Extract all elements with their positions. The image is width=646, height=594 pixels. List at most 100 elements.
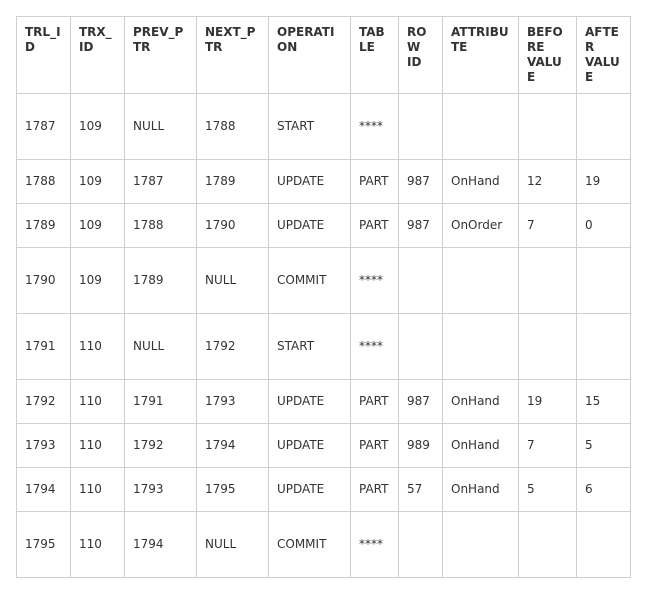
cell-row_id: 987: [399, 160, 443, 204]
cell-operation: UPDATE: [269, 160, 351, 204]
cell-operation: START: [269, 314, 351, 380]
cell-trl_id: 1788: [17, 160, 71, 204]
cell-before: [519, 314, 577, 380]
table-row: 179411017931795UPDATEPART57OnHand56: [17, 468, 631, 512]
log-table: TRL_IDTRX_IDPREV_PTRNEXT_PTROPERATIONTAB…: [16, 16, 631, 578]
cell-after: [577, 248, 631, 314]
cell-before: [519, 512, 577, 578]
cell-trx_id: 109: [71, 160, 125, 204]
cell-prev_ptr: 1789: [125, 248, 197, 314]
cell-after: [577, 94, 631, 160]
cell-trl_id: 1791: [17, 314, 71, 380]
col-header-after: AFTER VALUE: [577, 17, 631, 94]
cell-row_id: [399, 512, 443, 578]
cell-table: PART: [351, 424, 399, 468]
cell-operation: COMMIT: [269, 248, 351, 314]
cell-table: PART: [351, 380, 399, 424]
cell-table: PART: [351, 204, 399, 248]
cell-attribute: OnHand: [443, 380, 519, 424]
cell-prev_ptr: 1794: [125, 512, 197, 578]
cell-trl_id: 1789: [17, 204, 71, 248]
col-header-row_id: ROW ID: [399, 17, 443, 94]
table-row: 1791110NULL1792START****: [17, 314, 631, 380]
cell-next_ptr: 1794: [197, 424, 269, 468]
cell-after: 6: [577, 468, 631, 512]
cell-attribute: [443, 314, 519, 380]
cell-next_ptr: 1788: [197, 94, 269, 160]
cell-row_id: [399, 248, 443, 314]
cell-row_id: [399, 94, 443, 160]
cell-table: ****: [351, 248, 399, 314]
cell-trx_id: 109: [71, 94, 125, 160]
cell-table: ****: [351, 512, 399, 578]
cell-attribute: OnHand: [443, 160, 519, 204]
table-row: 178810917871789UPDATEPART987OnHand1219: [17, 160, 631, 204]
cell-trl_id: 1794: [17, 468, 71, 512]
cell-prev_ptr: 1787: [125, 160, 197, 204]
cell-attribute: [443, 94, 519, 160]
cell-trx_id: 109: [71, 248, 125, 314]
cell-trx_id: 110: [71, 314, 125, 380]
cell-next_ptr: 1789: [197, 160, 269, 204]
col-header-before: BEFORE VALUE: [519, 17, 577, 94]
table-row: 17901091789NULLCOMMIT****: [17, 248, 631, 314]
table-row: 178910917881790UPDATEPART987OnOrder70: [17, 204, 631, 248]
table-row: 17951101794NULLCOMMIT****: [17, 512, 631, 578]
cell-trl_id: 1790: [17, 248, 71, 314]
cell-trl_id: 1795: [17, 512, 71, 578]
cell-before: 12: [519, 160, 577, 204]
col-header-table: TABLE: [351, 17, 399, 94]
cell-attribute: [443, 512, 519, 578]
cell-attribute: OnHand: [443, 468, 519, 512]
cell-table: PART: [351, 468, 399, 512]
cell-row_id: 987: [399, 380, 443, 424]
cell-trx_id: 110: [71, 468, 125, 512]
cell-prev_ptr: 1792: [125, 424, 197, 468]
cell-before: [519, 248, 577, 314]
cell-operation: START: [269, 94, 351, 160]
cell-attribute: [443, 248, 519, 314]
table-row: 1787109NULL1788START****: [17, 94, 631, 160]
cell-trx_id: 110: [71, 380, 125, 424]
cell-trl_id: 1793: [17, 424, 71, 468]
cell-operation: UPDATE: [269, 204, 351, 248]
cell-next_ptr: 1795: [197, 468, 269, 512]
col-header-attribute: ATTRIBUTE: [443, 17, 519, 94]
cell-before: 19: [519, 380, 577, 424]
cell-attribute: OnOrder: [443, 204, 519, 248]
cell-after: [577, 512, 631, 578]
cell-after: 0: [577, 204, 631, 248]
cell-after: 5: [577, 424, 631, 468]
col-header-operation: OPERATION: [269, 17, 351, 94]
cell-next_ptr: NULL: [197, 512, 269, 578]
cell-next_ptr: 1790: [197, 204, 269, 248]
col-header-prev_ptr: PREV_PTR: [125, 17, 197, 94]
transaction-log-table: TRL_IDTRX_IDPREV_PTRNEXT_PTROPERATIONTAB…: [16, 16, 630, 578]
cell-prev_ptr: NULL: [125, 314, 197, 380]
cell-table: PART: [351, 160, 399, 204]
cell-next_ptr: NULL: [197, 248, 269, 314]
table-row: 179211017911793UPDATEPART987OnHand1915: [17, 380, 631, 424]
cell-prev_ptr: 1793: [125, 468, 197, 512]
table-row: 179311017921794UPDATEPART989OnHand75: [17, 424, 631, 468]
cell-before: 5: [519, 468, 577, 512]
cell-row_id: 989: [399, 424, 443, 468]
cell-after: [577, 314, 631, 380]
cell-trl_id: 1792: [17, 380, 71, 424]
cell-row_id: 57: [399, 468, 443, 512]
cell-operation: UPDATE: [269, 424, 351, 468]
cell-trx_id: 110: [71, 512, 125, 578]
cell-trx_id: 110: [71, 424, 125, 468]
cell-table: ****: [351, 94, 399, 160]
cell-next_ptr: 1792: [197, 314, 269, 380]
cell-after: 19: [577, 160, 631, 204]
cell-row_id: 987: [399, 204, 443, 248]
cell-attribute: OnHand: [443, 424, 519, 468]
cell-prev_ptr: 1788: [125, 204, 197, 248]
cell-operation: UPDATE: [269, 468, 351, 512]
table-header-row: TRL_IDTRX_IDPREV_PTRNEXT_PTROPERATIONTAB…: [17, 17, 631, 94]
cell-row_id: [399, 314, 443, 380]
cell-trx_id: 109: [71, 204, 125, 248]
cell-after: 15: [577, 380, 631, 424]
col-header-next_ptr: NEXT_PTR: [197, 17, 269, 94]
